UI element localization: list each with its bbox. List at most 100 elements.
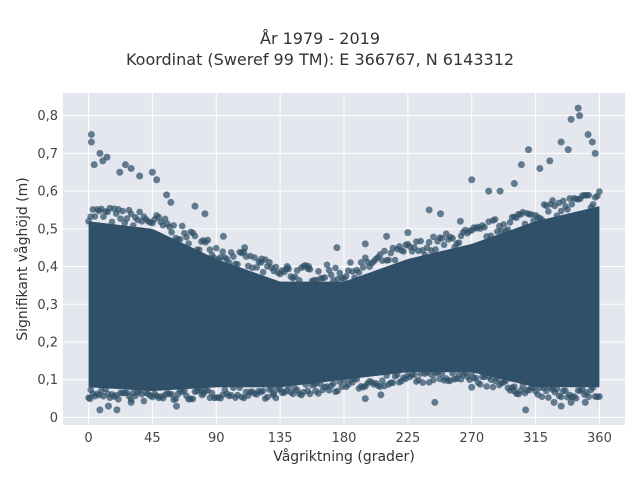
band-edge-point [206,246,214,253]
scatter-point [121,161,129,169]
scatter-point [219,232,227,240]
band-edge-point [91,213,99,220]
scatter-point [87,138,95,146]
scatter-point [550,398,558,406]
band-edge-point [189,395,197,403]
band-edge-point [455,239,463,246]
band-edge-point [170,222,177,229]
band-edge-point [383,372,390,379]
band-edge-point [342,272,350,280]
band-edge-point [483,383,490,390]
band-edge-point [476,381,484,388]
band-edge-point [136,208,143,216]
band-edge-point [334,387,341,395]
scatter-point [437,210,445,218]
band-edge-point [204,236,212,244]
x-tick-label: 180 [332,431,357,446]
y-tick-label: 0 [50,411,58,426]
band-edge-point [596,393,603,400]
scatter-point [468,176,476,184]
band-edge-point [596,188,603,195]
band-edge-point [359,264,367,271]
band-edge-point [585,191,593,199]
scatter-point [581,398,589,406]
band-edge-point [553,385,561,393]
scatter-point [404,229,412,237]
band-edge-point [230,253,237,260]
scatter-point [425,206,433,214]
band-edge-point [176,235,184,243]
band-edge-point [295,277,303,284]
y-axis-title: Signifikant våghöjd (m) [14,177,31,340]
scatter-point [567,115,575,123]
scatter-point [383,232,391,240]
band-edge-point [589,201,597,208]
band-edge-point [327,271,335,279]
band-edge-point [266,258,273,266]
band-edge-point [123,215,131,222]
band-edge-point [385,256,393,264]
band-edge-point [330,380,337,387]
band-edge-point [323,261,331,269]
band-edge-point [347,259,354,266]
y-tick-label: 0,6 [37,185,58,200]
scatter-point [136,172,144,180]
scatter-point [148,168,156,176]
scatter-point [510,387,518,395]
band-edge-point [185,240,192,247]
scatter-point [591,149,599,157]
scatter-point [361,395,369,403]
scatter-point [269,391,277,399]
scatter-point [96,149,104,157]
band-edge-point [117,215,124,223]
band-edge-point [285,383,292,390]
band-edge-point [438,370,446,377]
x-tick-label: 225 [395,431,420,446]
x-tick-label: 90 [208,431,225,446]
band-edge-point [379,377,386,385]
scatter-point [103,153,111,161]
band-edge-point [119,207,126,215]
scatter-point [510,180,518,188]
scatter-point [546,157,554,165]
scatter-point [567,398,575,406]
band-edge-point [355,269,363,276]
band-edge-point [168,228,175,236]
band-edge-point [351,274,358,282]
band-edge-point [183,233,190,241]
band-edge-point [393,371,401,378]
band-edge-point [430,376,437,384]
band-edge-point [178,222,186,230]
band-edge-point [500,221,507,228]
band-edge-point [519,382,527,390]
band-edge-point [521,220,529,228]
band-edge-point [545,208,552,215]
band-edge-point [129,222,137,229]
x-tick-label: 360 [587,431,612,446]
band-edge-point [449,370,456,377]
chart-title-line-2: Koordinat (Sweref 99 TM): E 366767, N 61… [125,50,515,69]
scatter-point [431,398,439,406]
y-tick-label: 0,1 [37,373,58,388]
band-edge-point [410,371,418,379]
band-edge-point [538,216,546,224]
band-edge-point [264,393,271,401]
scatter-point [198,391,206,399]
dense-point-cloud [85,188,603,405]
y-tick-label: 0,5 [37,222,58,237]
band-edge-point [191,232,199,240]
band-edge-point [417,237,424,245]
scatter-point [377,391,385,399]
band-edge-point [115,396,122,403]
y-tick-label: 0,4 [37,260,58,275]
band-edge-point [321,274,329,281]
band-edge-point [568,200,576,208]
band-edge-point [181,387,188,395]
band-edge-point [502,377,510,385]
scatter-point [116,168,124,176]
band-edge-point [108,218,116,226]
scatter-point [127,164,135,172]
scatter-point [574,104,582,112]
scatter-point [496,187,504,195]
